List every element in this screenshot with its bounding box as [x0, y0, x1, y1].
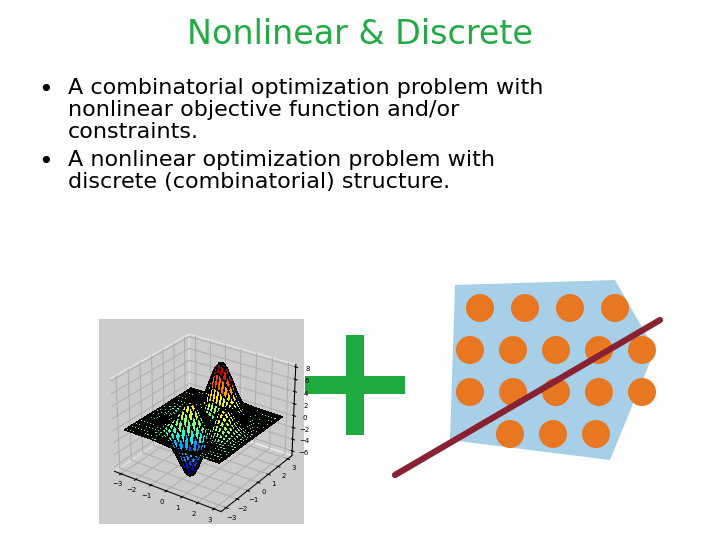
Ellipse shape — [556, 294, 584, 322]
Ellipse shape — [601, 294, 629, 322]
Text: nonlinear objective function and/or: nonlinear objective function and/or — [68, 100, 459, 120]
Bar — [305, 376, 405, 394]
Ellipse shape — [628, 336, 656, 364]
Text: constraints.: constraints. — [68, 122, 199, 142]
Ellipse shape — [511, 294, 539, 322]
Ellipse shape — [542, 378, 570, 406]
Ellipse shape — [585, 336, 613, 364]
Ellipse shape — [456, 378, 484, 406]
Text: •: • — [38, 78, 53, 102]
Ellipse shape — [499, 378, 527, 406]
Polygon shape — [450, 280, 655, 460]
Ellipse shape — [456, 336, 484, 364]
Ellipse shape — [582, 420, 610, 448]
Text: Nonlinear & Discrete: Nonlinear & Discrete — [187, 18, 533, 51]
Bar — [346, 335, 364, 435]
Ellipse shape — [542, 336, 570, 364]
Ellipse shape — [585, 378, 613, 406]
Ellipse shape — [628, 378, 656, 406]
Text: •: • — [38, 150, 53, 174]
Ellipse shape — [466, 294, 494, 322]
Text: discrete (combinatorial) structure.: discrete (combinatorial) structure. — [68, 172, 450, 192]
Ellipse shape — [496, 420, 524, 448]
Ellipse shape — [539, 420, 567, 448]
Text: A combinatorial optimization problem with: A combinatorial optimization problem wit… — [68, 78, 544, 98]
Text: A nonlinear optimization problem with: A nonlinear optimization problem with — [68, 150, 495, 170]
Ellipse shape — [499, 336, 527, 364]
